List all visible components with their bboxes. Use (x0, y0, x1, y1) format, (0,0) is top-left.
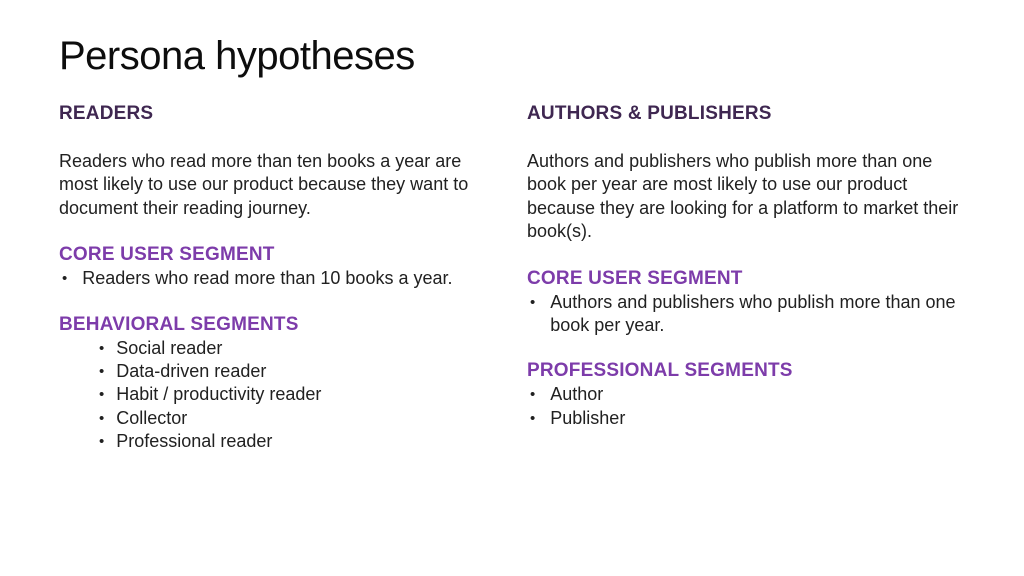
list-item-text: Author (550, 384, 604, 405)
persona-heading-authors-publishers: AUTHORS & PUBLISHERS (527, 103, 772, 124)
list-item: • Habit / productivity reader (59, 383, 497, 406)
list-item-text: Social reader (116, 337, 223, 358)
list-item: • Publisher (527, 407, 965, 430)
column-authors-publishers: AUTHORS & PUBLISHERS Authors and publish… (527, 102, 995, 452)
list-item: • Readers who read more than 10 books a … (59, 267, 497, 290)
bullet-icon: • (99, 409, 105, 427)
two-column-layout: READERS Readers who read more than ten b… (59, 102, 965, 476)
bullet-icon: • (530, 386, 536, 404)
list-item-text: Publisher (550, 407, 626, 428)
persona-heading-readers: READERS (59, 103, 154, 124)
column-readers: READERS Readers who read more than ten b… (59, 102, 527, 476)
bullet-icon: • (99, 363, 105, 381)
segment-heading-behavioral-segments: BEHAVIORAL SEGMENTS (59, 313, 299, 335)
bullet-icon: • (530, 293, 536, 311)
list-item-text: Data-driven reader (116, 361, 267, 382)
core-user-segment-list: • Readers who read more than 10 books a … (59, 267, 497, 290)
list-item-text: Collector (116, 407, 188, 428)
bullet-icon: • (99, 339, 105, 357)
list-item-text: Readers who read more than 10 books a ye… (82, 268, 453, 289)
persona-description-authors-publishers: Authors and publishers who publish more … (527, 151, 959, 242)
list-item-text: Professional reader (116, 431, 273, 452)
professional-segments-list: • Author • Publisher (527, 383, 965, 430)
list-item: • Professional reader (59, 430, 497, 453)
list-item: • Author (527, 383, 965, 406)
slide-title: Persona hypotheses (59, 34, 415, 78)
bullet-icon: • (99, 386, 105, 404)
segment-heading-professional-segments: PROFESSIONAL SEGMENTS (527, 360, 793, 382)
list-item: • Authors and publishers who publish mor… (527, 291, 965, 338)
list-item-text: Habit / productivity reader (116, 384, 322, 405)
behavioral-segments-list: • Social reader • Data-driven reader • H… (59, 337, 497, 454)
bullet-icon: • (99, 433, 105, 451)
core-user-segment-list: • Authors and publishers who publish mor… (527, 291, 965, 338)
segment-heading-core-user-segment: CORE USER SEGMENT (527, 267, 743, 289)
persona-description-readers: Readers who read more than ten books a y… (59, 151, 469, 218)
bullet-icon: • (530, 409, 536, 427)
list-item: • Data-driven reader (59, 360, 497, 383)
bullet-icon: • (62, 270, 68, 288)
list-item-text: Authors and publishers who publish more … (550, 291, 956, 336)
list-item: • Collector (59, 407, 497, 430)
segment-heading-core-user-segment: CORE USER SEGMENT (59, 244, 275, 266)
list-item: • Social reader (59, 337, 497, 360)
